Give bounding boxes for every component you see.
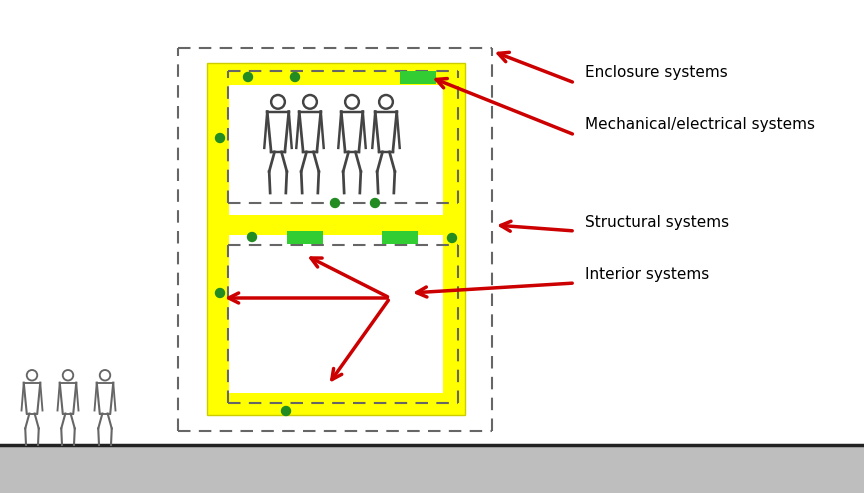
Bar — [229, 235, 443, 393]
Circle shape — [331, 199, 340, 208]
Circle shape — [448, 234, 456, 243]
Circle shape — [215, 134, 225, 142]
Text: Enclosure systems: Enclosure systems — [585, 66, 727, 80]
Circle shape — [244, 72, 252, 81]
Bar — [382, 231, 418, 244]
Bar — [0, 445, 864, 493]
Text: Structural systems: Structural systems — [585, 215, 729, 231]
Text: Mechanical/electrical systems: Mechanical/electrical systems — [585, 117, 815, 133]
Circle shape — [371, 199, 379, 208]
Circle shape — [247, 233, 257, 242]
Bar — [207, 63, 465, 415]
Circle shape — [282, 407, 290, 416]
Circle shape — [290, 72, 300, 81]
Bar — [400, 70, 436, 83]
Text: Interior systems: Interior systems — [585, 268, 709, 282]
Bar — [229, 85, 443, 215]
Bar — [287, 231, 323, 244]
Circle shape — [215, 288, 225, 297]
